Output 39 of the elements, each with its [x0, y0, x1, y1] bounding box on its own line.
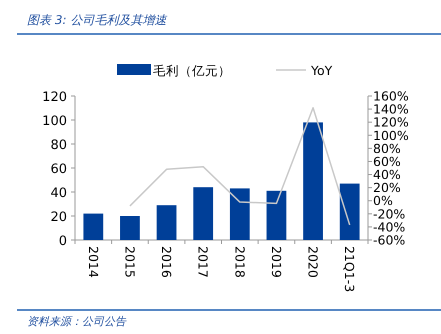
y-tick-label: 80: [50, 138, 67, 153]
x-tick-label: 2019: [268, 246, 284, 278]
y-tick-label: 20: [50, 210, 67, 225]
y2-tick-label: 140%: [373, 102, 409, 117]
bar: [193, 187, 214, 240]
x-tick-label: 2020: [306, 246, 321, 278]
y2-tick-label: 40%: [373, 167, 401, 182]
legend-label: 毛利（亿元）: [153, 63, 231, 78]
y2-tick-label: 0%: [373, 193, 393, 208]
x-tick-label: 2018: [232, 246, 248, 278]
y2-tick-label: 20%: [373, 180, 401, 196]
y2-tick-label: -40%: [373, 219, 406, 234]
x-tick-label: 2016: [159, 246, 174, 278]
y-tick-label: 60: [50, 162, 67, 177]
y2-tick-label: 60%: [373, 154, 401, 169]
bar: [303, 122, 323, 240]
y2-tick-label: -20%: [373, 206, 406, 222]
x-tick-label: 2017: [196, 246, 211, 278]
bar: [230, 188, 250, 240]
chart-title: 图表 3: 公司毛利及其增速: [27, 13, 168, 27]
y-tick-label: 0: [58, 234, 67, 249]
y-tick-label: 120: [42, 90, 67, 105]
x-tick-label: 2014: [86, 246, 101, 278]
text: 资料来源：公司公告: [27, 315, 127, 328]
bar: [156, 205, 176, 240]
y-tick-label: 100: [42, 114, 67, 129]
bar: [83, 214, 104, 240]
y2-tick-label: 80%: [373, 140, 401, 156]
bar: [266, 190, 286, 240]
y2-tick-label: 160%: [373, 88, 409, 104]
y2-tick-label: 100%: [373, 128, 409, 143]
x-tick-label: 2015: [122, 246, 138, 278]
bar: [120, 216, 140, 240]
y-tick-label: 40: [50, 186, 67, 201]
bar: [340, 184, 360, 240]
y2-tick-label: 120%: [373, 114, 409, 130]
legend-label: YoY: [310, 63, 333, 78]
x-tick-label: 21Q1-3: [342, 246, 358, 292]
y2-tick-label: -60%: [373, 232, 406, 248]
